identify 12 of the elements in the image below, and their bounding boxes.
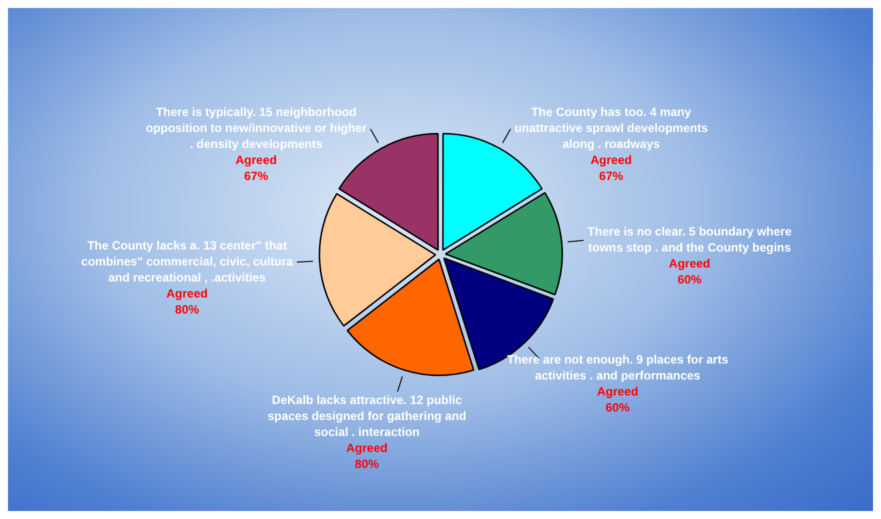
data-label: Agreed 67%	[236, 153, 277, 184]
data-label: Agreed 60%	[596, 384, 638, 415]
data-label: Agreed 60%	[668, 256, 710, 287]
data-label: Agreed 80%	[166, 286, 208, 316]
slice-label: There is typically. 15 neighborhood opposition to new/innovative or higher . density developments	[146, 105, 367, 152]
slice-label: The County has too. 4 many unattractive sprawl developments along . roadways	[514, 105, 708, 152]
data-label: Agreed 80%	[346, 441, 388, 472]
slice-label: The County lacks a. 13 center" that combines" commercial, civic, cultura and recreational , .activities	[81, 238, 294, 284]
data-label: Agreed 67%	[590, 153, 632, 184]
slice-label: There are not enough. 9 places for arts activities . and performances	[506, 352, 729, 383]
slice-label: There is no clear. 5 boundary where towns stop . and the County begins	[588, 224, 792, 255]
slice-label: DeKalb lacks attractive. 12 public spaces designed for gathering and social . interaction	[268, 393, 466, 440]
